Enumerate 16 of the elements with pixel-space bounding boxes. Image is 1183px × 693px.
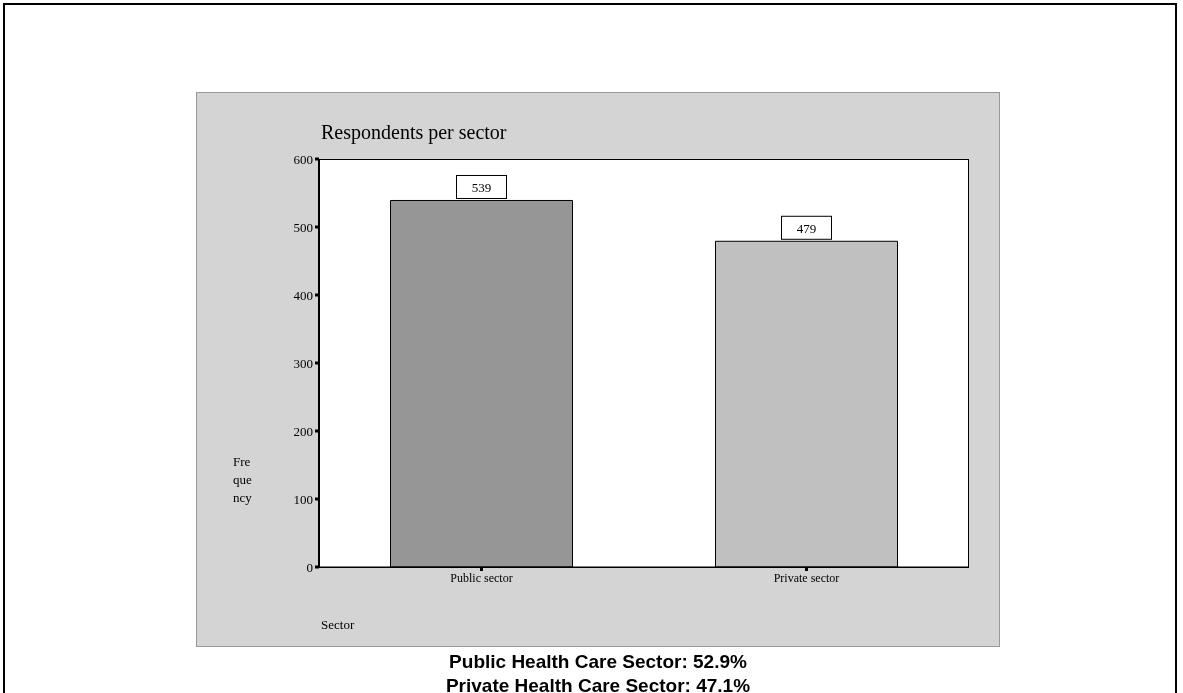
y-tick-label: 0 [306,559,313,575]
data-label: 479 [796,221,817,237]
y-tick-label: 600 [293,151,313,167]
chart-title: Respondents per sector [321,121,507,144]
y-tick-label: 400 [293,287,313,303]
y-tick-label: 100 [293,491,313,507]
y-axis-title: Frequency [233,453,252,507]
x-tick-label: Public sector [450,570,513,585]
y-tick-label: 200 [293,423,313,439]
x-axis-title: Sector [321,617,355,633]
y-tick-label: 500 [293,219,313,235]
text: Private Health Care Sector: 47.1% [444,674,752,693]
y-tick-label: 300 [293,355,313,371]
data-label: 539 [471,180,492,196]
text: Public Health Care Sector: 52.9% [448,650,748,674]
x-tick-label: Private sector [773,570,840,585]
